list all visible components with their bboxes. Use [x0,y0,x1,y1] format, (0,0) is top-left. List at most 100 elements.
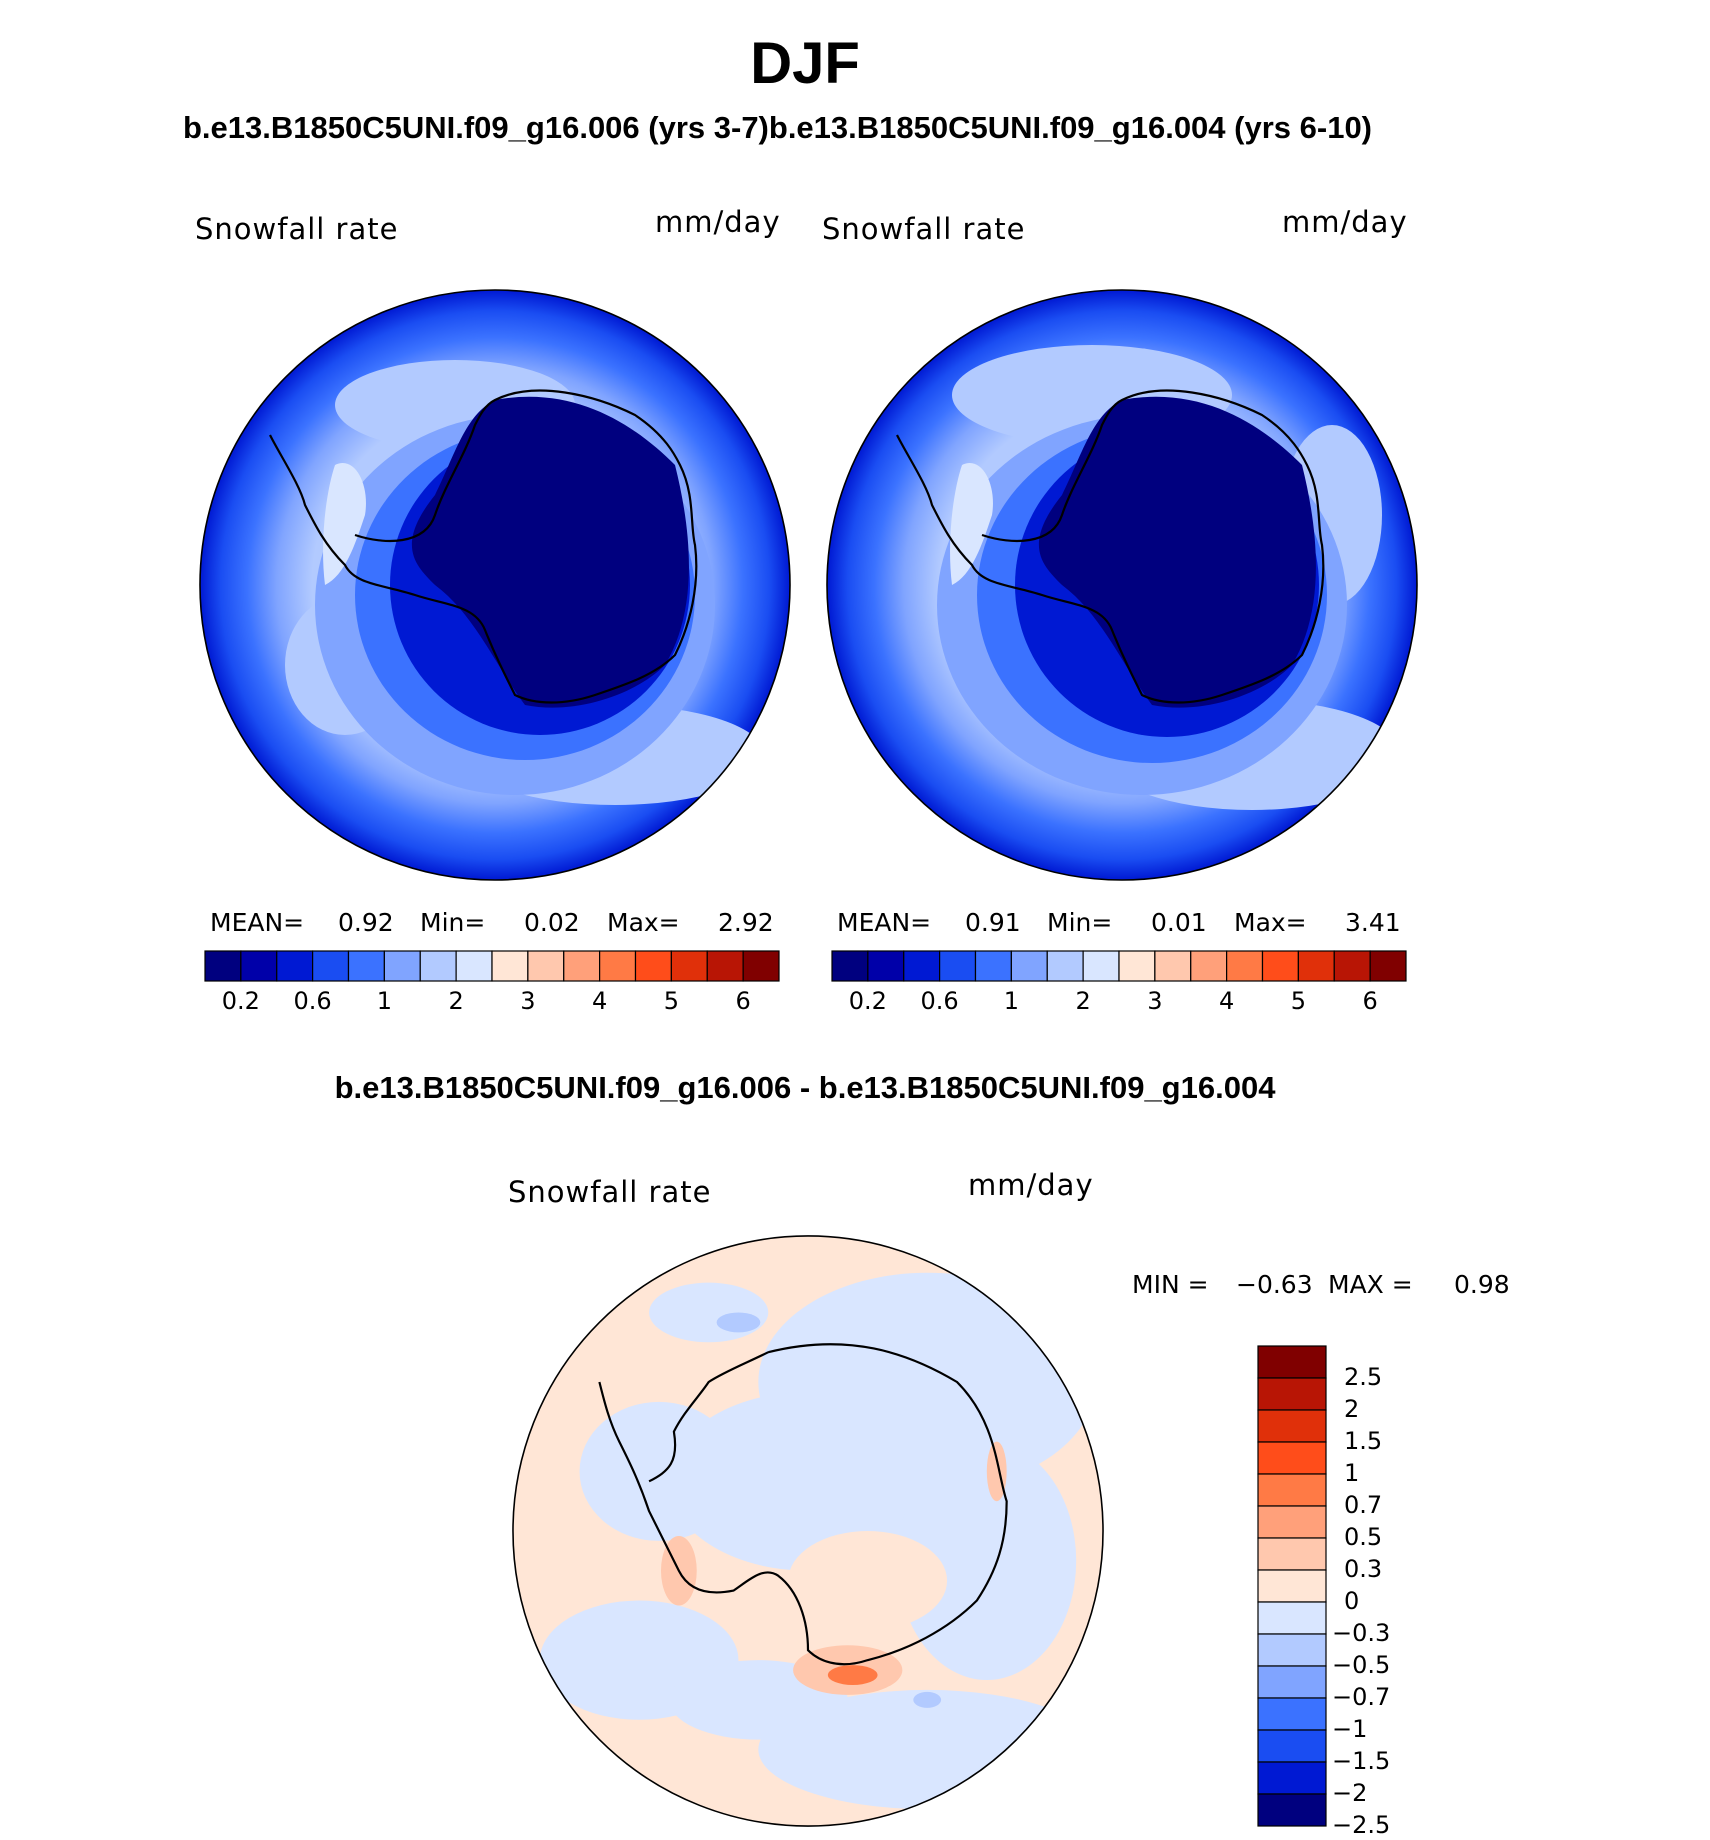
panel1-min-label: Min= [420,908,486,937]
difference-colorbar-box [1257,1537,1327,1571]
panel2-colorbar-box [1118,950,1156,982]
panel2-mean-label: MEAN= [837,908,932,937]
panel2-colorbar-tick-label: 4 [1218,987,1235,1015]
panel1-colorbar-box [312,950,350,982]
panel1-colorbar-box [455,950,493,982]
panel2-colorbar-tick-label: 6 [1362,987,1378,1015]
difference-colorbar-tick-label: 2.5 [1344,1363,1383,1391]
panel1-colorbar-tick-label: 5 [663,987,680,1015]
difference-colorbar-box [1257,1729,1327,1763]
difference-colorbar-tick-label: −1 [1332,1715,1368,1743]
panel1-colorbar-tick-label: 2 [448,987,464,1015]
diff-max-value: 0.98 [1454,1270,1510,1299]
panel1-colorbar-box [634,950,672,982]
panel1-mean-label: MEAN= [210,908,305,937]
panel2-max-label: Max= [1234,908,1307,937]
difference-colorbar-tick-label: 0.3 [1344,1555,1383,1583]
difference-polar-map [512,1235,1104,1827]
panel1-colorbar-box [599,950,637,982]
panel2-colorbar-box [831,950,869,982]
panel2-colorbar-box [939,950,977,982]
difference-colorbar-tick-label: 1.5 [1344,1427,1383,1455]
panel2-colorbar-box [1226,950,1264,982]
figure-subtitle: b.e13.B1850C5UNI.f09_g16.006 (yrs 3-7)b.… [183,110,1373,145]
panel2-colorbar-box [1190,950,1228,982]
difference-colorbar-box [1257,1505,1327,1539]
panel1-colorbar-box [563,950,601,982]
difference-colorbar-box [1257,1665,1327,1699]
panel1-colorbar-box [383,950,421,982]
panel2-colorbar-box [1261,950,1299,982]
difference-colorbar-box [1257,1697,1327,1731]
difference-colorbar-tick-label: −0.7 [1332,1683,1391,1711]
panel2-colorbar-tick-label: 1 [1003,987,1020,1015]
panel1-colorbar [204,950,780,982]
difference-title: b.e13.B1850C5UNI.f09_g16.006 - b.e13.B18… [334,1070,1276,1105]
difference-colorbar-tick-label: −0.3 [1332,1619,1391,1647]
panel1-colorbar-box [347,950,385,982]
panel1-colorbar-tick-label: 0.2 [221,987,260,1015]
difference-colorbar-box [1257,1601,1327,1635]
panel1-colorbar-box [706,950,744,982]
panel1-colorbar-box [204,950,242,982]
panel2-colorbar-tick-label: 5 [1290,987,1307,1015]
panel1-colorbar-tick-label: 1 [376,987,393,1015]
panel2-polar-map [826,289,1418,881]
panel1-variable-label: Snowfall rate [195,212,399,246]
panel2-colorbar-box [1046,950,1084,982]
panel1-colorbar-tick-label: 0.6 [293,987,332,1015]
difference-colorbar-tick-label: 1 [1344,1459,1360,1487]
panel2-variable-label: Snowfall rate [822,212,1026,246]
panel2-min-label: Min= [1047,908,1113,937]
difference-colorbar-box [1257,1569,1327,1603]
difference-colorbar-box [1257,1345,1327,1379]
panel2-colorbar-box [867,950,905,982]
difference-colorbar-tick-label: −1.5 [1332,1747,1391,1775]
panel2-max-value: 3.41 [1345,908,1401,937]
panel1-colorbar-box [276,950,314,982]
difference-colorbar-box [1257,1793,1327,1827]
panel1-colorbar-tick-label: 4 [591,987,608,1015]
panel2-units-label: mm/day [1282,205,1408,239]
diff-max-label: MAX = [1328,1270,1413,1299]
difference-colorbar-tick-label: 0.5 [1344,1523,1383,1551]
diff-min-label: MIN = [1132,1270,1209,1299]
panel1-colorbar-tick-label: 3 [520,987,536,1015]
difference-colorbar-tick-label: −2.5 [1332,1811,1391,1839]
panel1-colorbar-box [240,950,278,982]
panel1-polar-map [199,289,791,881]
panel2-colorbar-box [903,950,941,982]
panel2-colorbar-tick-label: 0.2 [848,987,887,1015]
difference-colorbar-tick-label: 0.7 [1344,1491,1383,1519]
panel1-colorbar-tick-label: 6 [735,987,751,1015]
panel2-colorbar-box [1082,950,1120,982]
panel2-colorbar-box [974,950,1012,982]
panel1-colorbar-box [527,950,565,982]
difference-colorbar-box [1257,1377,1327,1411]
panel1-colorbar-box [670,950,708,982]
diff-variable-label: Snowfall rate [508,1175,712,1209]
difference-colorbar-tick-label: −0.5 [1332,1651,1391,1679]
difference-colorbar-box [1257,1761,1327,1795]
panel2-colorbar-box [1010,950,1048,982]
panel2-colorbar-box [1369,950,1407,982]
panel2-colorbar [831,950,1407,982]
diff-units-label: mm/day [968,1168,1094,1202]
panel1-mean-value: 0.92 [338,908,394,937]
panel2-colorbar-tick-label: 3 [1147,987,1163,1015]
figure-title: DJF [750,31,860,96]
difference-colorbar-tick-label: −2 [1332,1779,1368,1807]
difference-colorbar-box [1257,1473,1327,1507]
difference-colorbar-box [1257,1409,1327,1443]
panel1-max-label: Max= [607,908,680,937]
difference-colorbar-tick-label: 2 [1344,1395,1360,1423]
difference-colorbar-box [1257,1441,1327,1475]
panel2-colorbar-tick-label: 2 [1075,987,1091,1015]
panel2-min-value: 0.01 [1151,908,1207,937]
diff-min-value: −0.63 [1236,1270,1313,1299]
difference-colorbar [1257,1345,1327,1827]
panel2-colorbar-tick-label: 0.6 [920,987,959,1015]
panel1-colorbar-box [419,950,457,982]
panel1-colorbar-box [491,950,529,982]
panel1-min-value: 0.02 [524,908,580,937]
